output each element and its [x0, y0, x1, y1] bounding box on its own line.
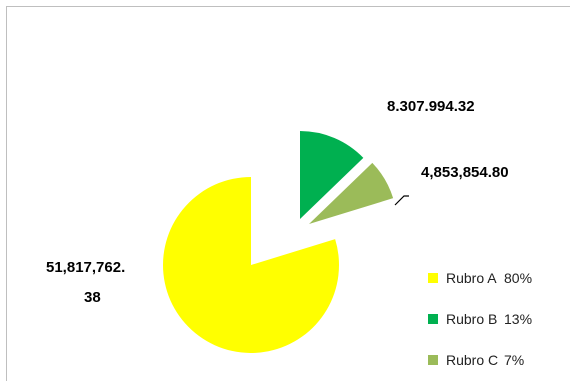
legend-label-rubro-b: Rubro B [446, 311, 498, 327]
legend-percent-rubro-b: 13% [504, 311, 533, 327]
leader-line-rubro-c [394, 195, 409, 206]
legend-swatch-rubro-a [428, 273, 438, 283]
pie-slice-rubro-a [163, 177, 340, 353]
legend-item-rubro-a: Rubro A 80% [428, 268, 558, 288]
data-label-rubro-b: 8.307.994.32 [387, 98, 475, 115]
legend-swatch-rubro-c [428, 355, 438, 365]
legend-item-rubro-c: Rubro C 7% [428, 350, 558, 370]
pie-slices [163, 131, 394, 353]
pie-slice-rubro-b [300, 131, 364, 219]
legend: Rubro A 80% Rubro B 13% Rubro C 7% [428, 268, 558, 381]
data-label-rubro-a-line1: 51,817,762. [46, 259, 125, 276]
legend-swatch-rubro-b [428, 314, 438, 324]
legend-percent-rubro-a: 80% [504, 270, 533, 286]
data-label-rubro-c: 4,853,854.80 [421, 164, 509, 181]
pie-slice-rubro-c [309, 162, 394, 224]
data-label-rubro-a-line2: 38 [84, 289, 101, 306]
legend-label-rubro-a: Rubro A [446, 270, 497, 286]
legend-item-rubro-b: Rubro B 13% [428, 309, 558, 329]
legend-percent-rubro-c: 7% [504, 352, 525, 368]
data-label-rubro-a: 51,817,762. 38 [46, 259, 129, 306]
legend-label-rubro-c: Rubro C [446, 352, 499, 368]
